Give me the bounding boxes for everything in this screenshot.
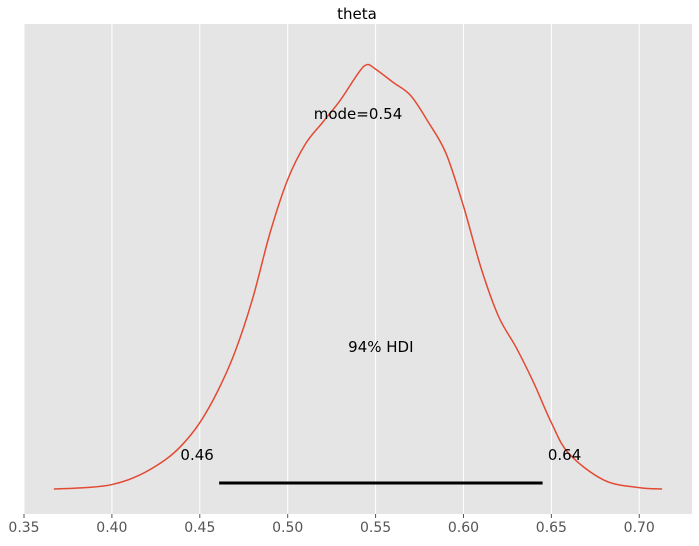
x-axis-ticks: 0.35 0.40 0.45 0.50 0.55 0.60 0.65 0.70	[8, 514, 655, 536]
hdi-label: 94% HDI	[348, 338, 413, 356]
x-tick-label: 0.55	[360, 520, 391, 536]
x-tick-label: 0.65	[536, 520, 567, 536]
grid-lines	[23, 24, 640, 514]
x-tick-label: 0.50	[272, 520, 303, 536]
x-tick-label: 0.60	[448, 520, 479, 536]
hdi-high-label: 0.64	[548, 446, 581, 464]
x-tick-label: 0.40	[96, 520, 127, 536]
x-tick-label: 0.35	[8, 520, 39, 536]
plot-background	[24, 24, 692, 514]
density-curve	[53, 63, 663, 490]
x-tick-label: 0.70	[624, 520, 655, 536]
chart-title: theta	[337, 5, 377, 23]
hdi-low-label: 0.46	[180, 446, 213, 464]
mode-label: mode=0.54	[314, 105, 403, 123]
x-tick-label: 0.45	[184, 520, 215, 536]
